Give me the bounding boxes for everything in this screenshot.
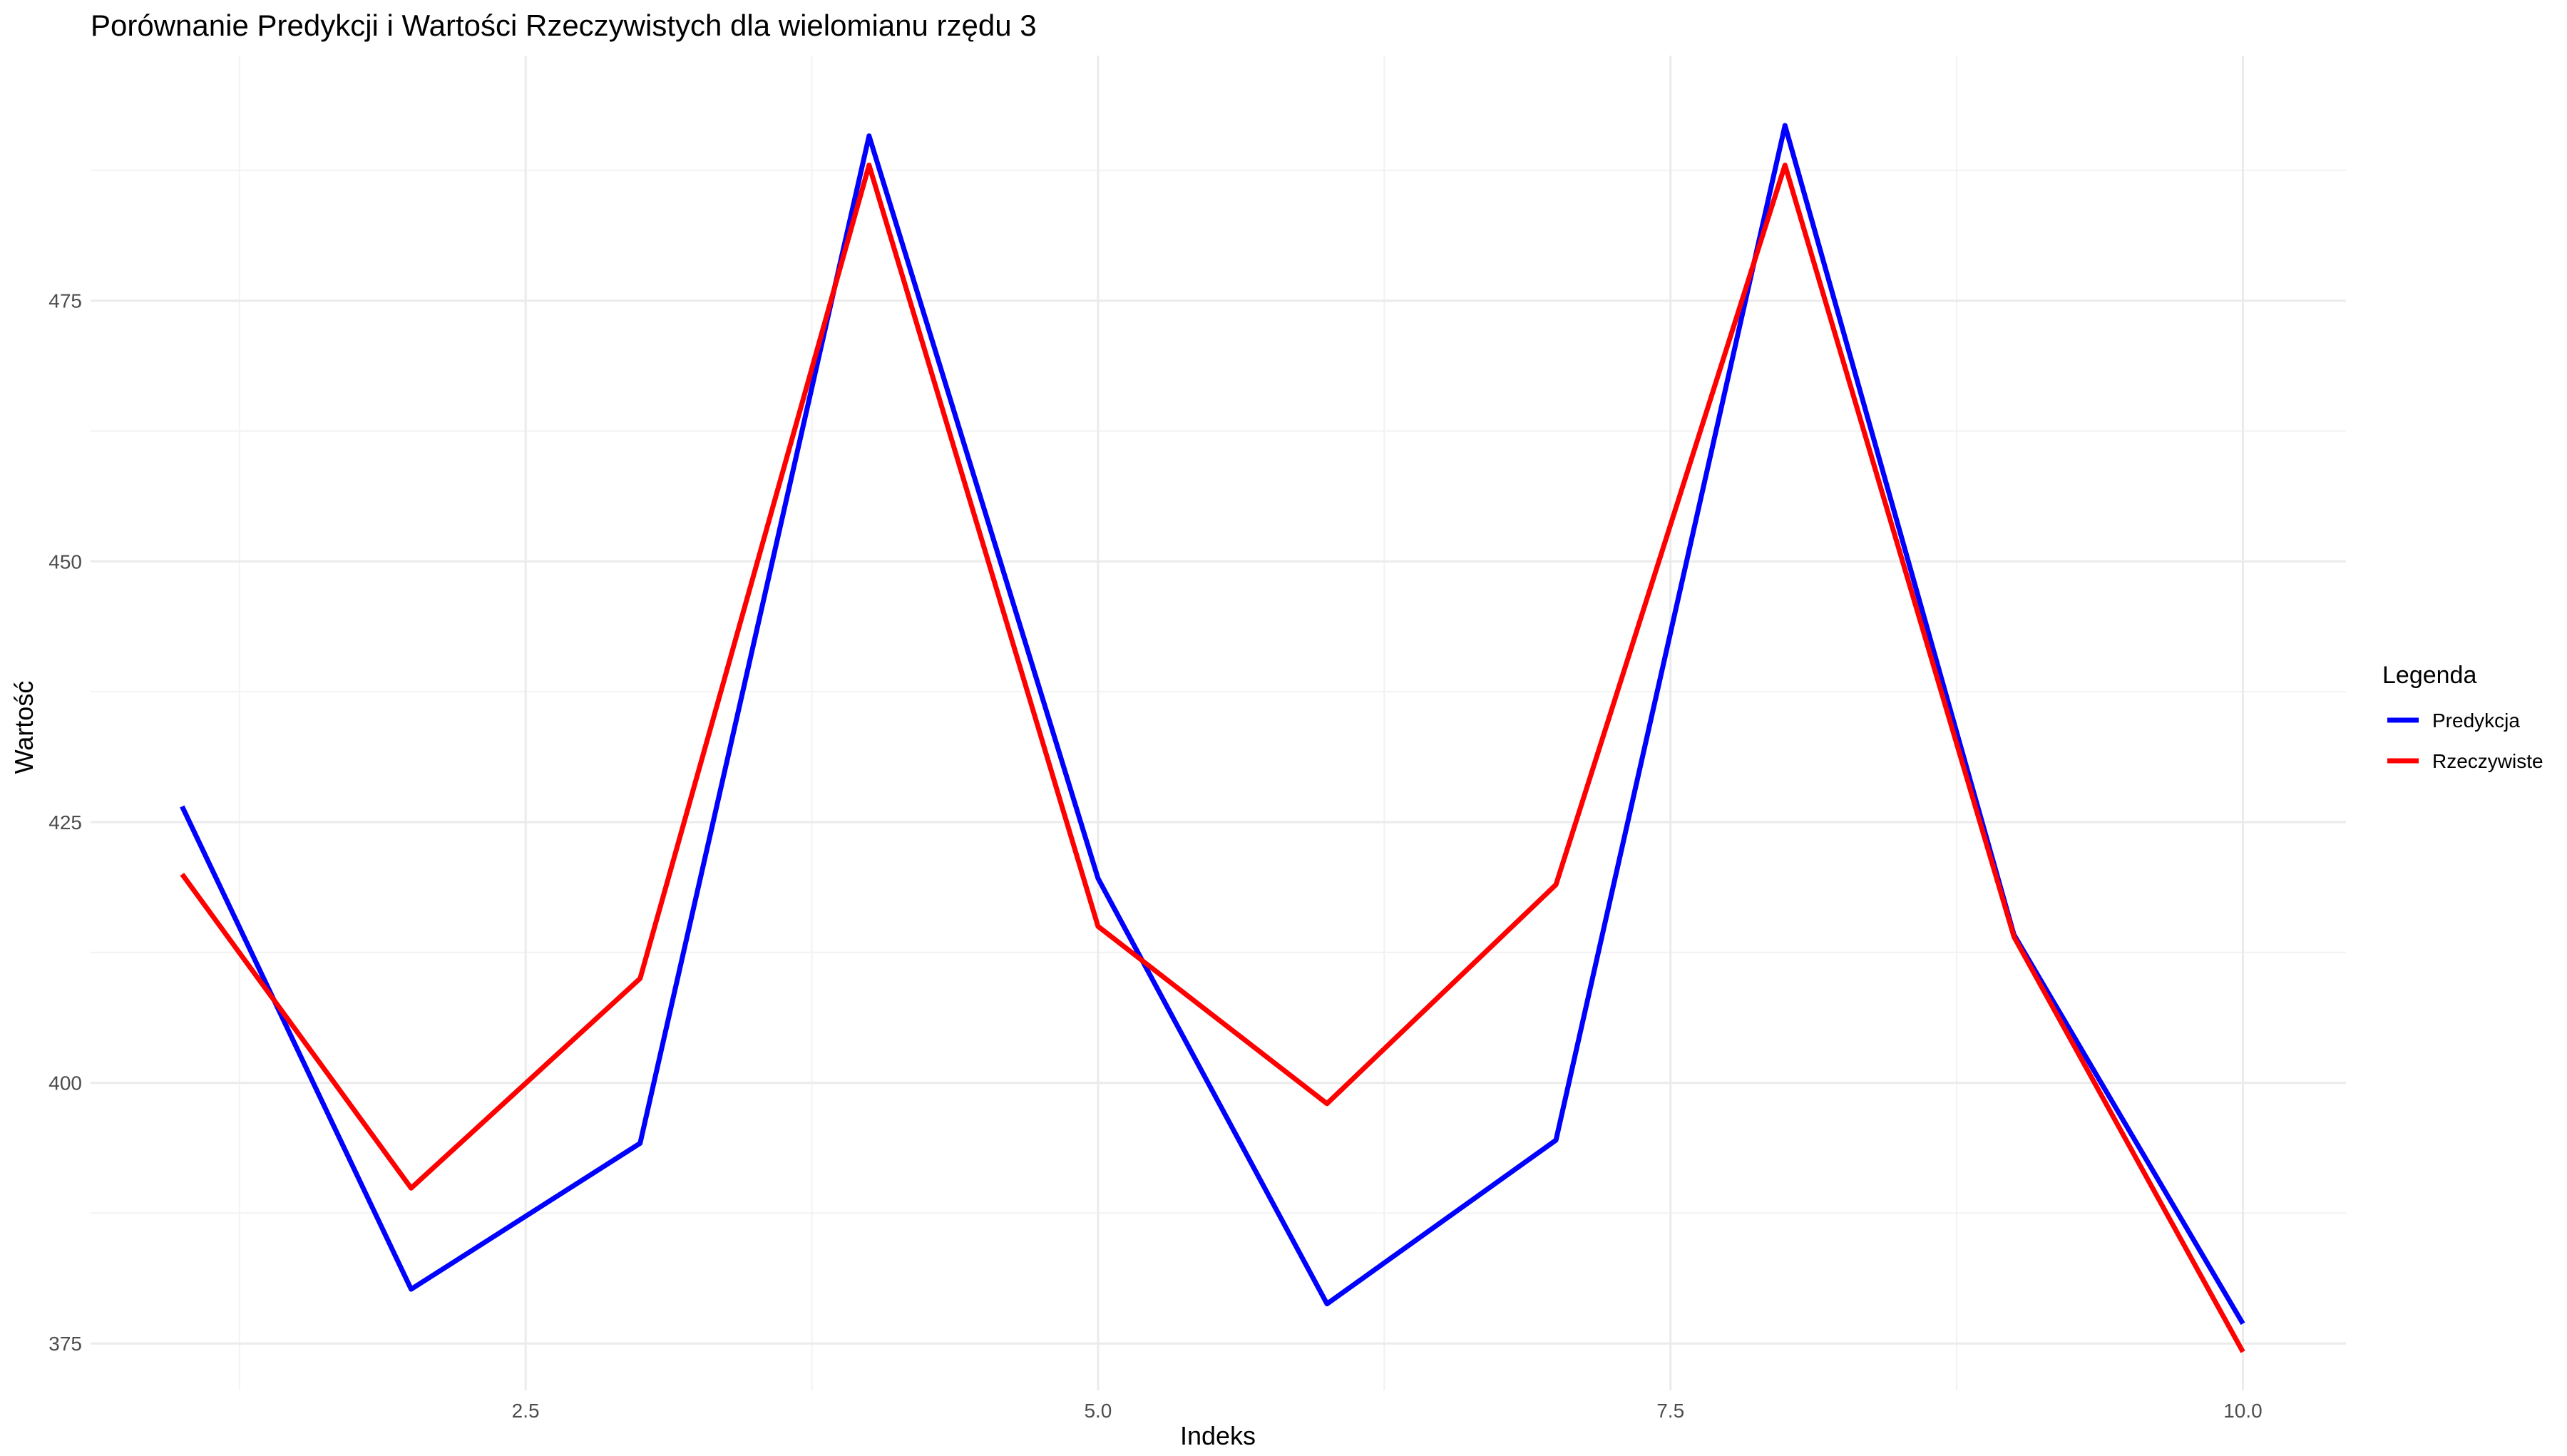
y-tick-label: 475 <box>48 290 82 312</box>
series-lines <box>180 123 2245 1353</box>
legend-label-rzeczywiste: Rzeczywiste <box>2432 750 2543 772</box>
legend-items: Predykcja Rzeczywiste <box>2387 709 2543 772</box>
x-tick-label: 5.0 <box>1084 1400 1112 1422</box>
y-axis-title: Wartość <box>9 681 39 774</box>
x-tick-label: 10.0 <box>2223 1400 2263 1422</box>
grid-lines <box>91 56 2346 1390</box>
y-tick-label: 425 <box>48 811 82 834</box>
x-axis-title: Indeks <box>1180 1421 1256 1450</box>
x-tick-label: 7.5 <box>1656 1400 1684 1422</box>
legend-label-predykcja: Predykcja <box>2432 709 2520 732</box>
legend: Legenda Predykcja Rzeczywiste <box>2382 662 2543 772</box>
x-tick-label: 2.5 <box>512 1400 540 1422</box>
y-tick-label: 375 <box>48 1333 82 1355</box>
axis-tick-labels: 2.5 5.0 7.5 10.0 375 400 425 450 475 <box>48 290 2262 1422</box>
series-line-predykcja <box>180 123 2245 1326</box>
y-tick-label: 450 <box>48 550 82 573</box>
y-tick-label: 400 <box>48 1072 82 1094</box>
legend-title: Legenda <box>2382 662 2476 689</box>
series-line-rzeczywiste <box>180 163 2245 1353</box>
chart-title: Porównanie Predykcji i Wartości Rzeczywi… <box>91 9 1037 42</box>
